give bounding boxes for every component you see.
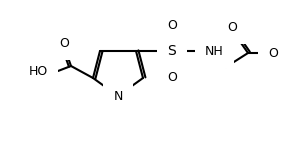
Text: O: O [268,47,278,60]
Text: O: O [167,71,177,84]
Text: O: O [167,19,177,32]
Text: O: O [59,37,69,49]
Text: N: N [113,90,123,103]
Text: HO: HO [29,65,48,77]
Text: S: S [168,44,176,58]
Text: O: O [227,20,237,33]
Text: NH: NH [205,44,224,57]
